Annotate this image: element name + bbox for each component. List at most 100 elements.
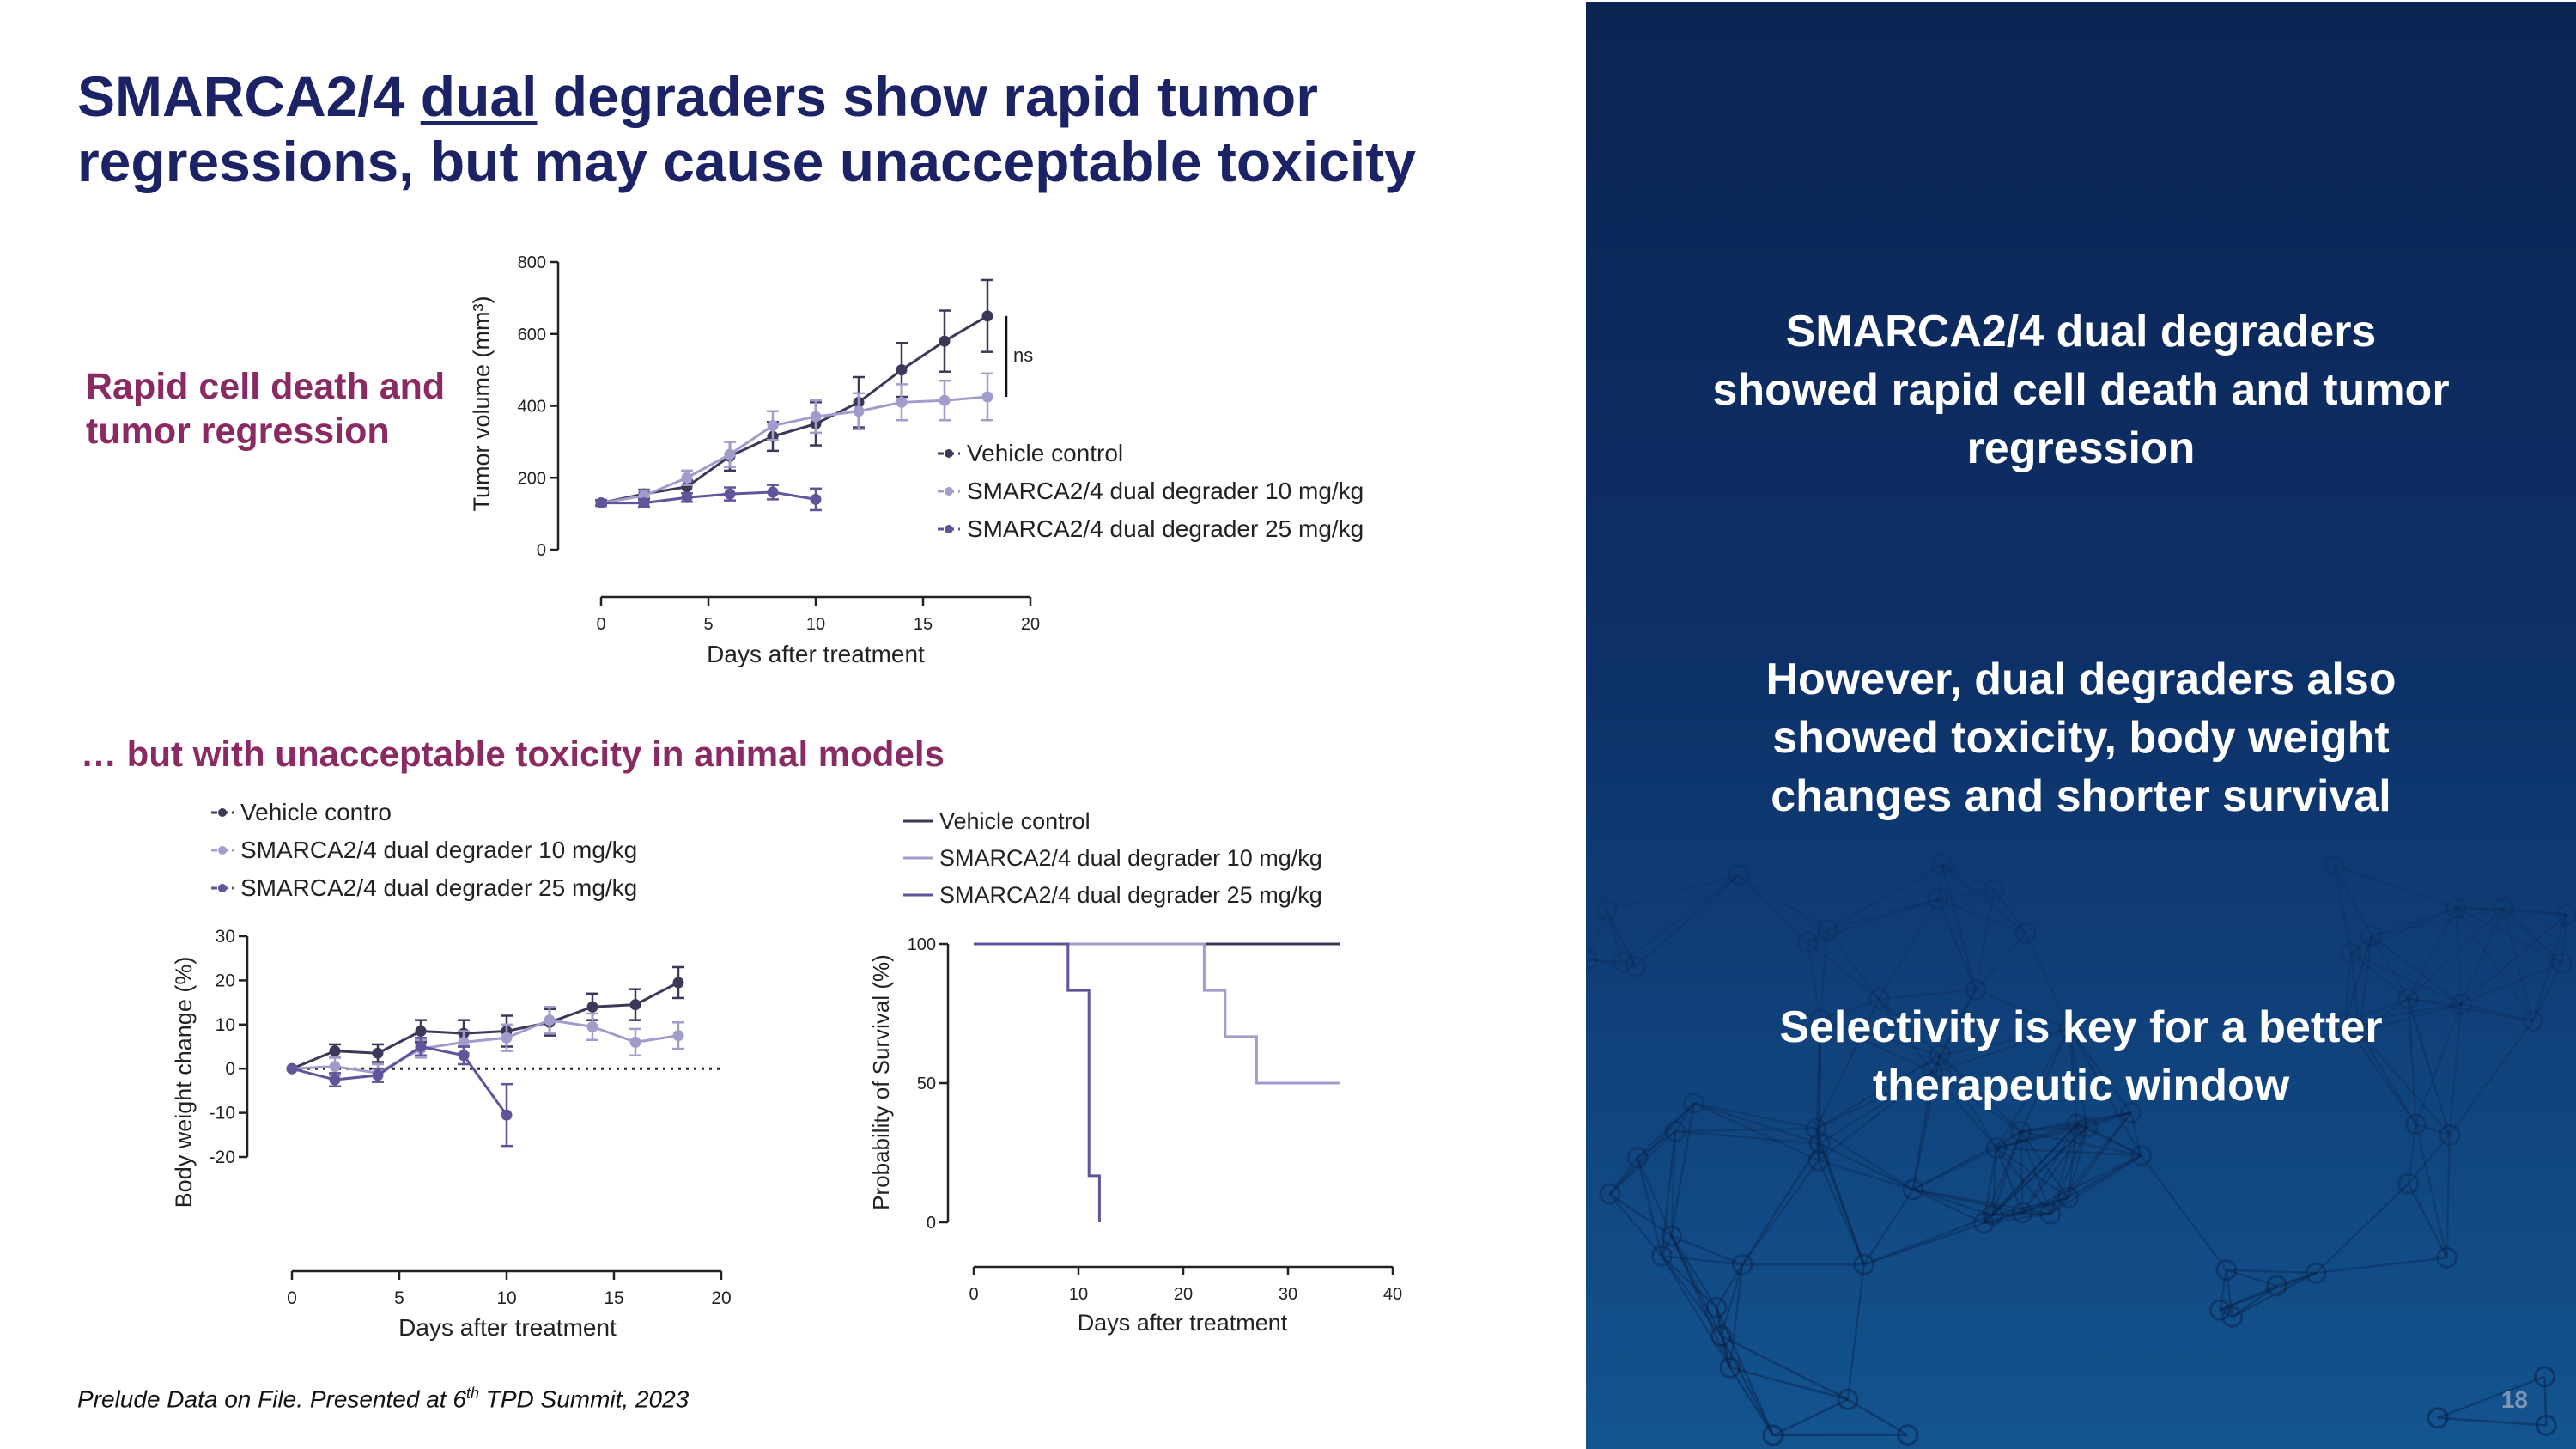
- network-edge: [2350, 952, 2462, 1006]
- network-edge: [1992, 1211, 2023, 1216]
- network-node: [1710, 1324, 1733, 1347]
- network-edge: [2219, 1284, 2277, 1312]
- network-node: [2555, 904, 2576, 926]
- footnote-sup: th: [465, 1385, 479, 1402]
- network-edge: [1912, 1188, 1984, 1225]
- network-edge: [1586, 958, 1636, 968]
- network-node: [2130, 1144, 2153, 1166]
- network-edge: [1609, 1193, 1673, 1237]
- network-node: [1965, 979, 1987, 1002]
- series-line-1: [600, 314, 988, 505]
- toxicity-label: … but with unacceptable toxicity in anim…: [81, 734, 945, 774]
- network-edge: [1995, 1148, 2024, 1214]
- network-edge: [1738, 874, 1828, 931]
- network-edge: [1911, 1055, 1941, 1190]
- data-point: [896, 364, 908, 376]
- y-tick-label: 200: [518, 469, 546, 488]
- footnote: Prelude Data on File. Presented at 6th T…: [77, 1385, 689, 1413]
- network-edge: [1983, 1126, 2088, 1224]
- x-tick-label: 0: [596, 615, 605, 634]
- network-edge: [1847, 1398, 1909, 1436]
- data-point: [853, 405, 865, 417]
- network-edge: [1996, 1123, 2077, 1149]
- network-edge: [1670, 1235, 1722, 1336]
- network-edge: [1738, 874, 1808, 944]
- network-edge: [2349, 953, 2361, 1032]
- network-edge: [2344, 997, 2409, 1025]
- network-edge: [1606, 874, 1740, 911]
- network-edge: [1729, 1367, 1849, 1401]
- data-point: [672, 977, 684, 989]
- network-node: [2450, 993, 2472, 1015]
- network-edge: [2022, 1196, 2069, 1215]
- network-edge: [1819, 1071, 1934, 1145]
- network-edge: [2407, 907, 2504, 1000]
- network-edge: [2359, 1002, 2462, 1033]
- data-point: [329, 1074, 341, 1086]
- legend-label: SMARCA2/4 dual degrader 10 mg/kg: [240, 837, 637, 863]
- network-edge: [1819, 929, 1829, 1020]
- network-edge: [2021, 1126, 2088, 1214]
- network-edge: [2020, 1123, 2077, 1133]
- data-point: [544, 1014, 556, 1026]
- network-edge: [1879, 989, 1976, 1001]
- network-edge: [1939, 1054, 2022, 1133]
- network-edge: [1637, 1102, 1695, 1159]
- bodyweight-ylabel: Body weight change (%): [171, 957, 197, 1209]
- body-weight-chart: Body weight change (%) Days after treatm…: [171, 799, 732, 1341]
- x-tick-label: 10: [1069, 1285, 1088, 1304]
- tumor-volume-chart: Tumor volume (mm³) Days after treatment …: [469, 253, 1364, 667]
- network-edge: [2350, 935, 2372, 954]
- network-edge: [2371, 906, 2457, 937]
- network-edge: [1661, 1235, 1673, 1257]
- data-point: [681, 472, 693, 484]
- network-node: [1626, 1147, 1649, 1169]
- network-edge: [2069, 1027, 2132, 1114]
- network-node: [2012, 1202, 2034, 1224]
- network-edge: [1846, 1264, 1866, 1400]
- data-point: [767, 486, 779, 498]
- network-edge: [1608, 1130, 1676, 1196]
- network-node: [1808, 1132, 1831, 1154]
- network-edge: [1818, 1159, 1914, 1191]
- network-edge: [2543, 1376, 2548, 1426]
- network-edge: [1608, 1157, 1639, 1195]
- tumor-xlabel: Days after treatment: [707, 641, 925, 667]
- data-point: [767, 420, 779, 432]
- data-point: [724, 448, 736, 460]
- network-edge: [2415, 1123, 2448, 1258]
- network-node: [2340, 942, 2362, 965]
- network-node: [1595, 898, 1618, 921]
- network-edge: [1996, 1147, 2051, 1215]
- footnote-text: Prelude Data on File. Presented at 6: [77, 1385, 466, 1413]
- network-edge: [1814, 1019, 1822, 1129]
- network-edge: [2049, 1123, 2078, 1215]
- network-edge: [1814, 1128, 1820, 1161]
- network-node: [2522, 1010, 2544, 1032]
- network-edge: [2021, 1123, 2078, 1214]
- network-edge: [1728, 1264, 1744, 1368]
- footnote-rest: TPD Summit, 2023: [478, 1385, 690, 1413]
- network-edge: [1818, 1143, 1865, 1265]
- network-node: [1809, 1008, 1832, 1031]
- network-edge: [2461, 1002, 2534, 1022]
- series-line-2: [291, 1019, 679, 1075]
- network-node: [1897, 1424, 1919, 1446]
- network-edge: [1586, 909, 1608, 960]
- network-edge: [2460, 962, 2562, 1006]
- network-edge: [1982, 1148, 1998, 1224]
- network-edge: [2456, 906, 2503, 910]
- network-edge: [1931, 989, 1977, 1073]
- network-node: [1731, 1253, 1753, 1275]
- network-node: [2120, 1101, 2142, 1123]
- network-edge: [2087, 1126, 2142, 1157]
- network-node: [1805, 1117, 1827, 1140]
- data-point: [638, 497, 650, 509]
- network-edge: [2025, 933, 2071, 1030]
- network-edge: [2501, 908, 2534, 1022]
- network-edge: [1741, 1160, 1820, 1266]
- network-edge: [2020, 1130, 2142, 1157]
- network-edge: [2050, 1196, 2069, 1215]
- summary-point-3: Selectivity is key for a better therapeu…: [1779, 1002, 2383, 1111]
- network-edge: [2076, 1123, 2142, 1157]
